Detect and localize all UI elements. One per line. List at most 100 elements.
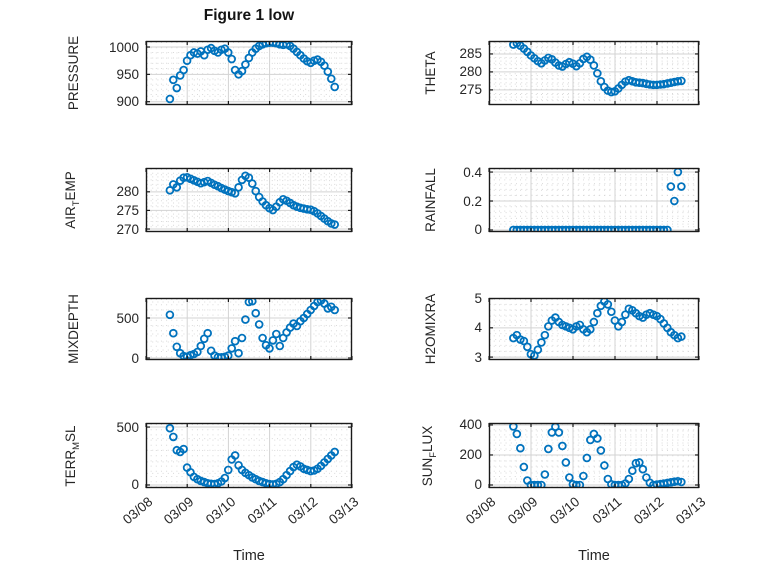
axes-box <box>488 40 700 106</box>
data-point <box>673 76 683 86</box>
data-point <box>258 333 267 343</box>
data-point <box>265 344 274 353</box>
y-tick-label: 285 <box>459 46 482 62</box>
mixdepth-series <box>165 298 339 360</box>
data-point <box>600 461 609 470</box>
data-point <box>575 480 585 488</box>
data-point <box>320 61 329 70</box>
axes-box <box>145 422 353 489</box>
x-tick-label: 03/09 <box>505 494 541 528</box>
data-point <box>234 348 243 358</box>
data-point <box>241 315 250 324</box>
axes-box <box>488 297 700 361</box>
y-axis-label-rainfall: RAINFALL <box>423 168 438 232</box>
data-point <box>638 464 648 474</box>
data-point <box>631 458 641 468</box>
y-tick-label: 500 <box>116 310 139 326</box>
data-point <box>666 182 676 191</box>
sun_flux-plot-area <box>488 422 700 489</box>
y-axis-label-terr_msl: TERRMSL <box>63 424 82 487</box>
data-point <box>251 186 261 196</box>
subplot-terr-msl: 0 500 03/08 03/09 03/10 03/11 03/12 03/13 TERRMS… <box>63 420 361 528</box>
data-point <box>586 324 595 334</box>
data-point <box>593 69 602 78</box>
data-point <box>516 443 525 453</box>
data-point <box>659 225 669 232</box>
data-point <box>251 308 261 318</box>
data-point <box>544 444 553 454</box>
y-tick-label: 5 <box>474 291 482 307</box>
x-axis-label-right: Time <box>578 548 610 564</box>
air_temp-series <box>165 171 339 229</box>
data-point <box>582 453 592 463</box>
mixdepth-plot-area <box>145 297 353 361</box>
subplot-h2omixra: 3 4 5 H2OMIXRA <box>423 291 700 365</box>
y-tick-label: 0 <box>474 222 482 238</box>
major-grid <box>146 41 352 105</box>
data-point <box>624 474 634 484</box>
data-point <box>234 183 243 192</box>
data-point <box>330 82 339 92</box>
y-tick-label: 275 <box>116 202 139 218</box>
axes-box <box>488 167 700 233</box>
x-tick-label: 03/10 <box>547 494 583 528</box>
y-axis-label-mixdepth: MIXDEPTH <box>66 294 81 364</box>
y-axis-label-theta: THETA <box>423 51 438 95</box>
minor-grid <box>490 169 698 231</box>
y-tick-label: 0 <box>131 477 139 493</box>
data-point <box>169 328 178 338</box>
data-point <box>227 54 236 64</box>
y-tick-label: 400 <box>459 417 482 433</box>
data-point <box>607 307 616 317</box>
data-point <box>617 317 627 327</box>
data-point <box>326 74 336 84</box>
data-point <box>540 330 550 340</box>
subplot-rainfall: 0 0.2 0.4 RAINFALL <box>423 165 700 237</box>
data-point <box>227 344 236 353</box>
data-point <box>670 196 679 206</box>
data-point <box>165 310 175 320</box>
x-axis-label-left: Time <box>233 548 265 564</box>
h2omixra-plot-area <box>488 297 700 361</box>
data-point <box>558 441 567 451</box>
pressure-plot-area <box>145 40 353 106</box>
data-point <box>165 94 175 104</box>
data-point <box>230 451 240 460</box>
subplot-pressure: 900 950 1000 PRESSURE <box>66 36 353 110</box>
y-tick-label: 0.4 <box>463 164 482 180</box>
subplot-theta: 275 280 285 THETA <box>423 40 700 106</box>
x-tick-label: 03/10 <box>202 494 239 528</box>
data-point <box>172 183 182 192</box>
data-point <box>565 473 574 482</box>
subplot-air-temp: 270 275 280 AIRTEMP <box>63 167 353 237</box>
data-point <box>196 341 206 351</box>
data-point <box>169 75 178 85</box>
data-point <box>589 61 599 70</box>
data-point <box>663 225 672 232</box>
data-point <box>254 320 264 329</box>
air_temp-plot-area <box>145 167 353 233</box>
data-point <box>323 67 333 76</box>
data-point <box>272 329 281 339</box>
y-tick-label: 4 <box>474 320 482 336</box>
data-point <box>223 48 233 57</box>
y-tick-label: 0 <box>131 350 139 366</box>
data-point <box>247 179 257 188</box>
data-point <box>603 300 613 309</box>
data-point <box>519 462 529 472</box>
x-tick-label: 03/13 <box>673 494 709 528</box>
data-point <box>561 458 571 467</box>
data-point <box>635 458 644 467</box>
data-point <box>579 471 588 481</box>
data-point <box>537 338 546 347</box>
data-point <box>241 60 250 69</box>
y-tick-label: 275 <box>459 82 482 98</box>
axes-box <box>488 422 700 489</box>
x-tick-label: 03/12 <box>631 494 667 528</box>
y-tick-label: 280 <box>116 184 139 200</box>
rainfall-plot-area <box>488 167 700 233</box>
axes-box <box>145 167 353 233</box>
data-point <box>172 342 182 352</box>
data-point <box>593 434 602 443</box>
